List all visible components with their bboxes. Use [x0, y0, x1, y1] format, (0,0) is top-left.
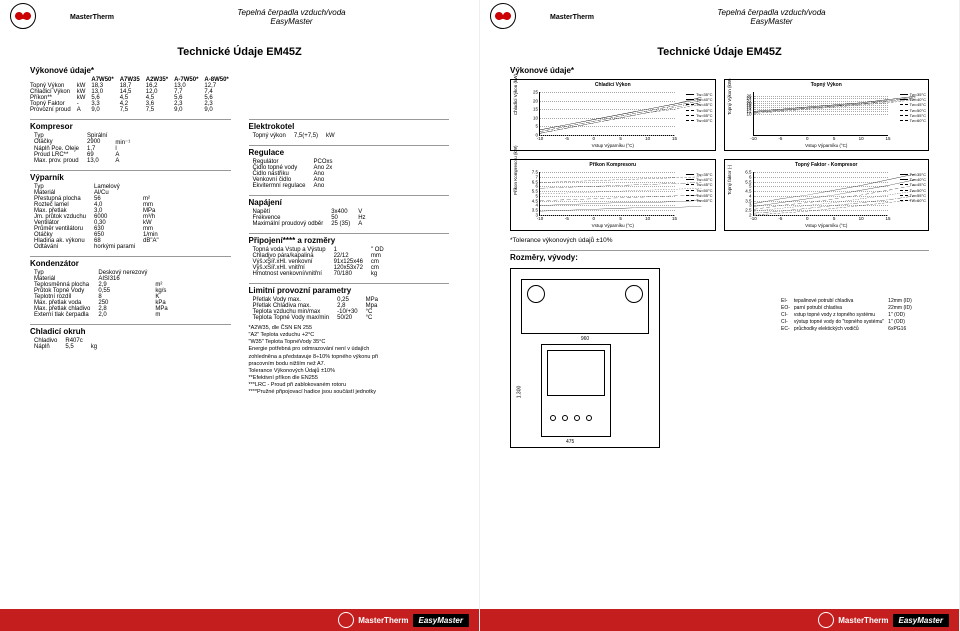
dim-h: 1.300: [516, 386, 522, 399]
fan-2-icon: [625, 285, 643, 303]
footer-brand: MasterTherm: [358, 616, 408, 625]
footer-logo-icon: [338, 612, 354, 628]
logo-mark-icon: [10, 3, 36, 29]
okruh-head: Chladicí okruh: [30, 324, 231, 336]
footer-logo: MasterTherm: [338, 612, 408, 628]
easymaster-badge-r: EasyMaster: [893, 614, 949, 627]
vyparnik-head: Výparník: [30, 170, 231, 182]
logo: [10, 5, 70, 29]
kompresor-head: Kompresor: [30, 119, 231, 131]
footnotes: *A2W35, dle ČSN EN 255"A2" Teplota vzduc…: [249, 325, 450, 396]
perf-heading: Výkonové údaje*: [30, 64, 449, 75]
port-icon: [550, 415, 556, 421]
chart-3: Topný Faktor - Kompresor22.533.544.555.5…: [724, 159, 930, 231]
vyparnik-table: TypLamelovýMateriálAl/CuPřestupná plocha…: [30, 184, 163, 250]
draw-bottom-unit: [541, 344, 611, 437]
elektrokotel-table: Topný výkon7,5(+7,5)kW: [249, 133, 339, 139]
header-line2-r: EasyMaster: [717, 17, 825, 26]
page-right: MasterTherm Tepelná čerpadla vzduch/voda…: [480, 0, 960, 631]
port-icon: [562, 415, 568, 421]
kompresor-table: TypSpirálníOtáčky2900min⁻¹Náplň Pce. Ole…: [30, 133, 134, 164]
fan-1-icon: [527, 285, 545, 303]
section-title: Technické Údaje EM45Z: [30, 46, 449, 58]
dim-w: 960: [581, 336, 589, 342]
kondenzator-table: TypDeskový nerezovýMateriálAISI316Teplos…: [30, 270, 172, 318]
header-line1-r: Tepelná čerpadla vzduch/voda: [717, 8, 825, 17]
dim-w2: 475: [566, 439, 574, 445]
technical-drawing: 960 1.300 475: [510, 268, 660, 448]
chart-1: Topný Výkon101214161820222426-10-5051015…: [724, 79, 930, 151]
port-icon: [574, 415, 580, 421]
chart-2: Příkon Kompresoru33.544.555.566.577.5-10…: [510, 159, 716, 231]
header-line2: EasyMaster: [237, 17, 345, 26]
footer-r: MasterTherm EasyMaster: [480, 609, 959, 631]
section-title-r: Technické Údaje EM45Z: [510, 46, 929, 58]
port-icon: [586, 415, 592, 421]
title-block: Tepelná čerpadla vzduch/voda EasyMaster: [237, 8, 345, 26]
napajeni-table: Napětí3x400VFrekvence50HzMaximální proud…: [249, 209, 370, 227]
header-r: MasterTherm Tepelná čerpadla vzduch/voda…: [480, 0, 959, 34]
perf-heading-r: Výkonové údaje*: [510, 64, 929, 75]
regulace-table: RegulátorPCOxsČidlo topné vodyAno 2xČidl…: [249, 159, 345, 189]
logo-mark-icon-r: [490, 3, 516, 29]
brand: MasterTherm: [70, 14, 114, 21]
easymaster-badge: EasyMaster: [413, 614, 469, 627]
tolerance-note: *Tolerance výkonových údajů ±10%: [510, 237, 929, 244]
footer-logo-icon-r: [818, 612, 834, 628]
ports-table: EI-tepalinové potrubí chladiva12mm (ID)E…: [779, 298, 914, 333]
pripojeni-head: Připojení**** a rozměry: [249, 233, 450, 245]
footer-brand-r: MasterTherm: [838, 616, 888, 625]
title-block-r: Tepelná čerpadla vzduch/voda EasyMaster: [717, 8, 825, 26]
rozmery-head: Rozměry, vývody:: [510, 250, 929, 262]
header: MasterTherm Tepelná čerpadla vzduch/voda…: [0, 0, 479, 34]
footer-logo-r: MasterTherm: [818, 612, 888, 628]
logo-r: [490, 5, 550, 29]
draw-top-unit: [521, 279, 649, 334]
performance-table: A7W50*A7W35A2W35*A-7W50*A-8W50*Topný Výk…: [30, 77, 235, 113]
chart-grid: Chladící Výkon0510152025-10-5051015Chlad…: [510, 79, 929, 231]
limity-table: Přetlak Vody max.0,25MPaPřetlak Chladiva…: [249, 297, 382, 321]
inner-panel: [547, 350, 605, 396]
kondenzator-head: Kondenzátor: [30, 256, 231, 268]
limity-head: Limitní provozní parametry: [249, 283, 450, 295]
elektrokotel-head: Elektrokotel: [249, 119, 450, 131]
footer: MasterTherm EasyMaster: [0, 609, 479, 631]
okruh-table: ChladivoR407cNáplň5,5kg: [30, 338, 101, 350]
header-line1: Tepelná čerpadla vzduch/voda: [237, 8, 345, 17]
napajeni-head: Napájení: [249, 195, 450, 207]
ports-legend: EI-tepalinové potrubí chladiva12mm (ID)E…: [779, 298, 919, 333]
regulace-head: Regulace: [249, 145, 450, 157]
brand-r: MasterTherm: [550, 14, 594, 21]
pripojeni-table: Topná voda Vstup a Výstup1" ODChladivo p…: [249, 247, 388, 277]
chart-0: Chladící Výkon0510152025-10-5051015Chlad…: [510, 79, 716, 151]
page-left: MasterTherm Tepelná čerpadla vzduch/voda…: [0, 0, 480, 631]
